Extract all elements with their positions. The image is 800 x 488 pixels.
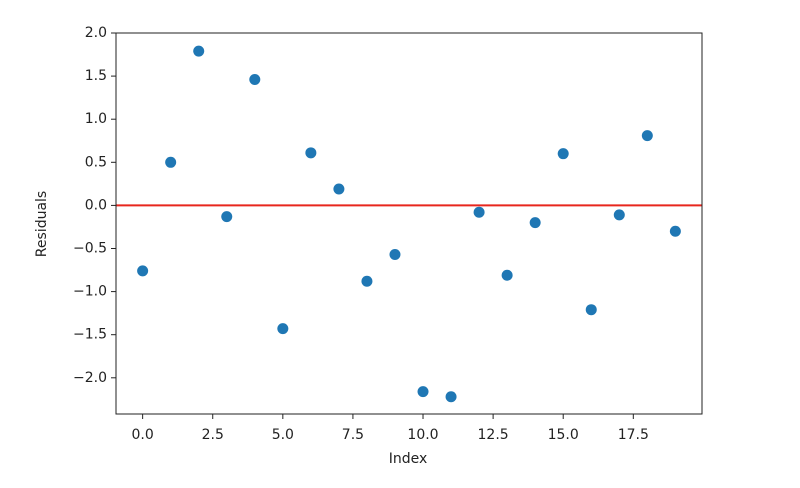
y-tick-label: −1.5 [73,327,107,343]
x-tick-label: 17.5 [618,427,649,443]
x-tick-label: 0.0 [132,427,154,443]
x-tick-label: 2.5 [202,427,224,443]
point [557,148,569,160]
point [641,130,653,142]
point [669,225,681,237]
point [585,304,597,316]
point [249,74,261,86]
x-tick-label: 7.5 [342,427,364,443]
point [445,391,457,403]
x-tick-label: 10.0 [407,427,438,443]
point [529,217,541,229]
y-tick-label: 1.5 [85,68,107,84]
point [277,323,289,335]
x-axis-label: Index [389,451,428,467]
point [305,147,317,159]
point [501,269,513,281]
point [221,211,233,223]
x-tick-label: 5.0 [272,427,294,443]
point [613,209,625,221]
y-tick-label: 2.0 [85,25,107,41]
point [193,45,205,57]
y-axis-label: Residuals [34,191,50,257]
point [389,249,401,261]
y-tick-label: 0.5 [85,154,107,170]
point [473,206,485,218]
y-tick-label: −0.5 [73,240,107,256]
x-tick-label: 12.5 [478,427,509,443]
x-tick-label: 15.0 [548,427,579,443]
point [417,386,429,398]
y-tick-label: −1.0 [73,284,107,300]
point [165,156,177,168]
y-tick-label: 1.0 [85,111,107,127]
point [137,265,149,277]
plot-frame [115,32,703,415]
y-tick-label: 0.0 [85,197,107,213]
point [361,275,373,287]
y-tick-label: −2.0 [73,370,107,386]
point [333,183,345,195]
